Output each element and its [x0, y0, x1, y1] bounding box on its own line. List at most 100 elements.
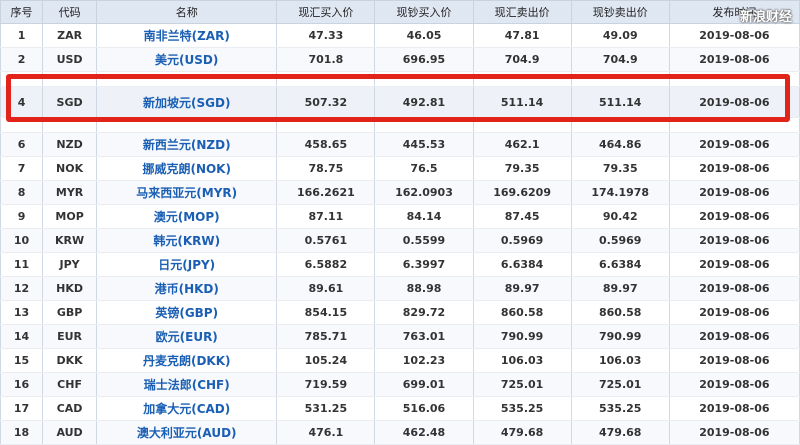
row-code: HKD — [42, 276, 98, 301]
row-name[interactable]: 新西兰元(NZD) — [96, 132, 278, 157]
row-name[interactable]: 欧元(EUR) — [96, 324, 278, 349]
table-row: 4 SGD 新加坡元(SGD) 507.32 492.81 511.14 511.14 201… — [0, 86, 800, 118]
row-date: 2019-08-06 — [668, 204, 800, 229]
row-sell-spot: 0.5969 — [472, 228, 572, 253]
row-date: 2019-08-06 — [668, 396, 800, 421]
row-code: KRW — [42, 228, 98, 253]
table-row: 9 MOP 澳元(MOP) 87.11 84.14 87.45 90.42 2019-08-0… — [0, 204, 800, 229]
row-buy-cash: 492.81 — [374, 86, 474, 118]
row-name[interactable]: 日元(JPY) — [96, 252, 278, 277]
row-buy-cash: 699.01 — [374, 372, 474, 397]
row-name[interactable]: 英镑(GBP) — [96, 300, 278, 325]
row-code: CHF — [42, 372, 98, 397]
row-sell-cash: 89.97 — [570, 276, 670, 301]
row-sell-spot: 89.97 — [472, 276, 572, 301]
partial-cell — [42, 71, 98, 87]
header-date: 发布时间 — [668, 0, 800, 24]
row-sell-spot: 704.9 — [472, 47, 572, 72]
row-date: 2019-08-06 — [668, 324, 800, 349]
row-no: 7 — [0, 156, 44, 181]
table-row: 6 NZD 新西兰元(NZD) 458.65 445.53 462.1 464.86 2019… — [0, 132, 800, 157]
table-row: 7 NOK 挪威克朗(NOK) 78.75 76.5 79.35 79.35 2019-08-… — [0, 156, 800, 181]
row-date: 2019-08-06 — [668, 252, 800, 277]
row-name[interactable]: 瑞士法郎(CHF) — [96, 372, 278, 397]
row-no: 15 — [0, 348, 44, 373]
row-buy-spot: 458.65 — [276, 132, 376, 157]
row-sell-cash: 49.09 — [570, 23, 670, 48]
row-date: 2019-08-06 — [668, 228, 800, 253]
row-buy-spot: 785.71 — [276, 324, 376, 349]
row-no: 4 — [0, 86, 44, 118]
partial-cell — [0, 117, 44, 133]
row-code: AUD — [42, 420, 98, 445]
row-code: CAD — [42, 396, 98, 421]
row-no: 11 — [0, 252, 44, 277]
header-code: 代码 — [42, 0, 98, 24]
row-name[interactable]: 新加坡元(SGD) — [96, 86, 278, 118]
row-buy-spot: 89.61 — [276, 276, 376, 301]
row-date: 2019-08-06 — [668, 348, 800, 373]
row-buy-spot: 0.5761 — [276, 228, 376, 253]
header-sell-spot: 现汇卖出价 — [472, 0, 572, 24]
row-code: USD — [42, 47, 98, 72]
row-name[interactable]: 丹麦克朗(DKK) — [96, 348, 278, 373]
row-no: 17 — [0, 396, 44, 421]
row-buy-spot: 701.8 — [276, 47, 376, 72]
row-sell-cash: 511.14 — [570, 86, 670, 118]
row-date: 2019-08-06 — [668, 156, 800, 181]
row-sell-cash: 725.01 — [570, 372, 670, 397]
row-code: NOK — [42, 156, 98, 181]
row-sell-spot: 6.6384 — [472, 252, 572, 277]
partial-row — [0, 71, 800, 87]
row-sell-cash: 90.42 — [570, 204, 670, 229]
row-no: 6 — [0, 132, 44, 157]
table-row: 16 CHF 瑞士法郎(CHF) 719.59 699.01 725.01 725.01 20… — [0, 372, 800, 397]
table-row: 14 EUR 欧元(EUR) 785.71 763.01 790.99 790.99 2019… — [0, 324, 800, 349]
row-buy-cash: 696.95 — [374, 47, 474, 72]
row-sell-cash: 860.58 — [570, 300, 670, 325]
row-buy-spot: 47.33 — [276, 23, 376, 48]
row-buy-cash: 76.5 — [374, 156, 474, 181]
row-name[interactable]: 澳元(MOP) — [96, 204, 278, 229]
table-row: 17 CAD 加拿大元(CAD) 531.25 516.06 535.25 535.25 20… — [0, 396, 800, 421]
table-row: 2 USD 美元(USD) 701.8 696.95 704.9 704.9 2019-08-… — [0, 47, 800, 72]
row-sell-cash: 479.68 — [570, 420, 670, 445]
header-buy-cash: 现钞买入价 — [374, 0, 474, 24]
row-sell-spot: 790.99 — [472, 324, 572, 349]
row-no: 16 — [0, 372, 44, 397]
row-date: 2019-08-06 — [668, 180, 800, 205]
row-code: GBP — [42, 300, 98, 325]
table-row: 11 JPY 日元(JPY) 6.5882 6.3997 6.6384 6.6384 2019… — [0, 252, 800, 277]
row-sell-cash: 790.99 — [570, 324, 670, 349]
partial-cell — [374, 71, 474, 87]
header-no: 序号 — [0, 0, 44, 24]
watermark: 新浪财经 — [739, 10, 792, 25]
row-name[interactable]: 澳大利亚元(AUD) — [96, 420, 278, 445]
row-name[interactable]: 加拿大元(CAD) — [96, 396, 278, 421]
row-buy-spot: 531.25 — [276, 396, 376, 421]
row-name[interactable]: 马来西亚元(MYR) — [96, 180, 278, 205]
row-buy-spot: 476.1 — [276, 420, 376, 445]
row-date: 2019-08-06 — [668, 372, 800, 397]
row-sell-cash: 106.03 — [570, 348, 670, 373]
row-code: NZD — [42, 132, 98, 157]
row-buy-cash: 829.72 — [374, 300, 474, 325]
row-buy-cash: 6.3997 — [374, 252, 474, 277]
row-name[interactable]: 挪威克朗(NOK) — [96, 156, 278, 181]
row-name[interactable]: 港币(HKD) — [96, 276, 278, 301]
row-sell-spot: 169.6209 — [472, 180, 572, 205]
row-sell-spot: 79.35 — [472, 156, 572, 181]
row-name[interactable]: 美元(USD) — [96, 47, 278, 72]
table-row: 15 DKK 丹麦克朗(DKK) 105.24 102.23 106.03 106.03 20… — [0, 348, 800, 373]
row-name[interactable]: 韩元(KRW) — [96, 228, 278, 253]
row-code: EUR — [42, 324, 98, 349]
row-name[interactable]: 南非兰特(ZAR) — [96, 23, 278, 48]
row-date: 2019-08-06 — [668, 276, 800, 301]
partial-cell — [570, 117, 670, 133]
row-code: MYR — [42, 180, 98, 205]
header-buy-spot: 现汇买入价 — [276, 0, 376, 24]
partial-cell — [472, 117, 572, 133]
row-sell-cash: 464.86 — [570, 132, 670, 157]
partial-cell — [374, 117, 474, 133]
